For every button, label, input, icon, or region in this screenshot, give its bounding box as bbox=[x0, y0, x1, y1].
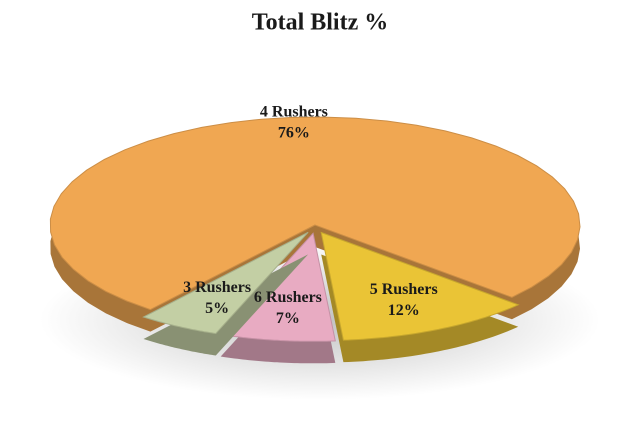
slice bbox=[320, 231, 520, 341]
slice-label: 6 Rushers bbox=[254, 289, 322, 306]
slice bbox=[142, 231, 309, 335]
value-label: 12% bbox=[388, 302, 420, 319]
slice-label: 5 Rushers bbox=[370, 281, 438, 298]
chart-title: Total Blitz % bbox=[252, 10, 388, 36]
slice bbox=[49, 116, 581, 311]
value-label: 7% bbox=[276, 310, 300, 327]
value-label: 76% bbox=[278, 124, 310, 141]
slice-label: 3 Rushers bbox=[183, 279, 251, 296]
slice-label: 4 Rushers bbox=[260, 103, 328, 120]
value-label: 5% bbox=[205, 300, 229, 317]
